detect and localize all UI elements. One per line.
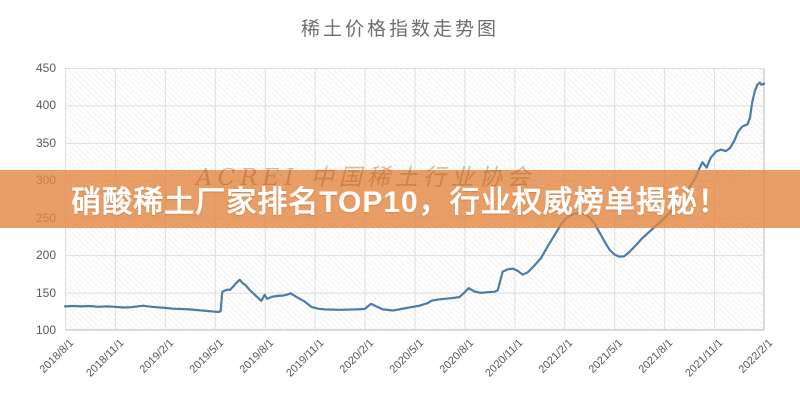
y-tick-label: 100: [35, 323, 56, 337]
association-watermark: ACREI 中国稀土行业协会: [196, 165, 535, 191]
y-tick-label: 200: [35, 248, 56, 263]
chart-title: 稀土价格指数走势图: [300, 18, 499, 40]
y-tick-label: 150: [35, 285, 56, 300]
y-tick-label: 450: [35, 61, 56, 75]
y-tick-label: 350: [35, 135, 56, 150]
y-tick-label: 400: [35, 98, 56, 113]
promo-banner: 硝酸稀土厂家排名TOP10，行业权威榜单揭秘！: [0, 170, 800, 228]
promo-banner-text: 硝酸稀土厂家排名TOP10，行业权威榜单揭秘！: [71, 186, 729, 219]
